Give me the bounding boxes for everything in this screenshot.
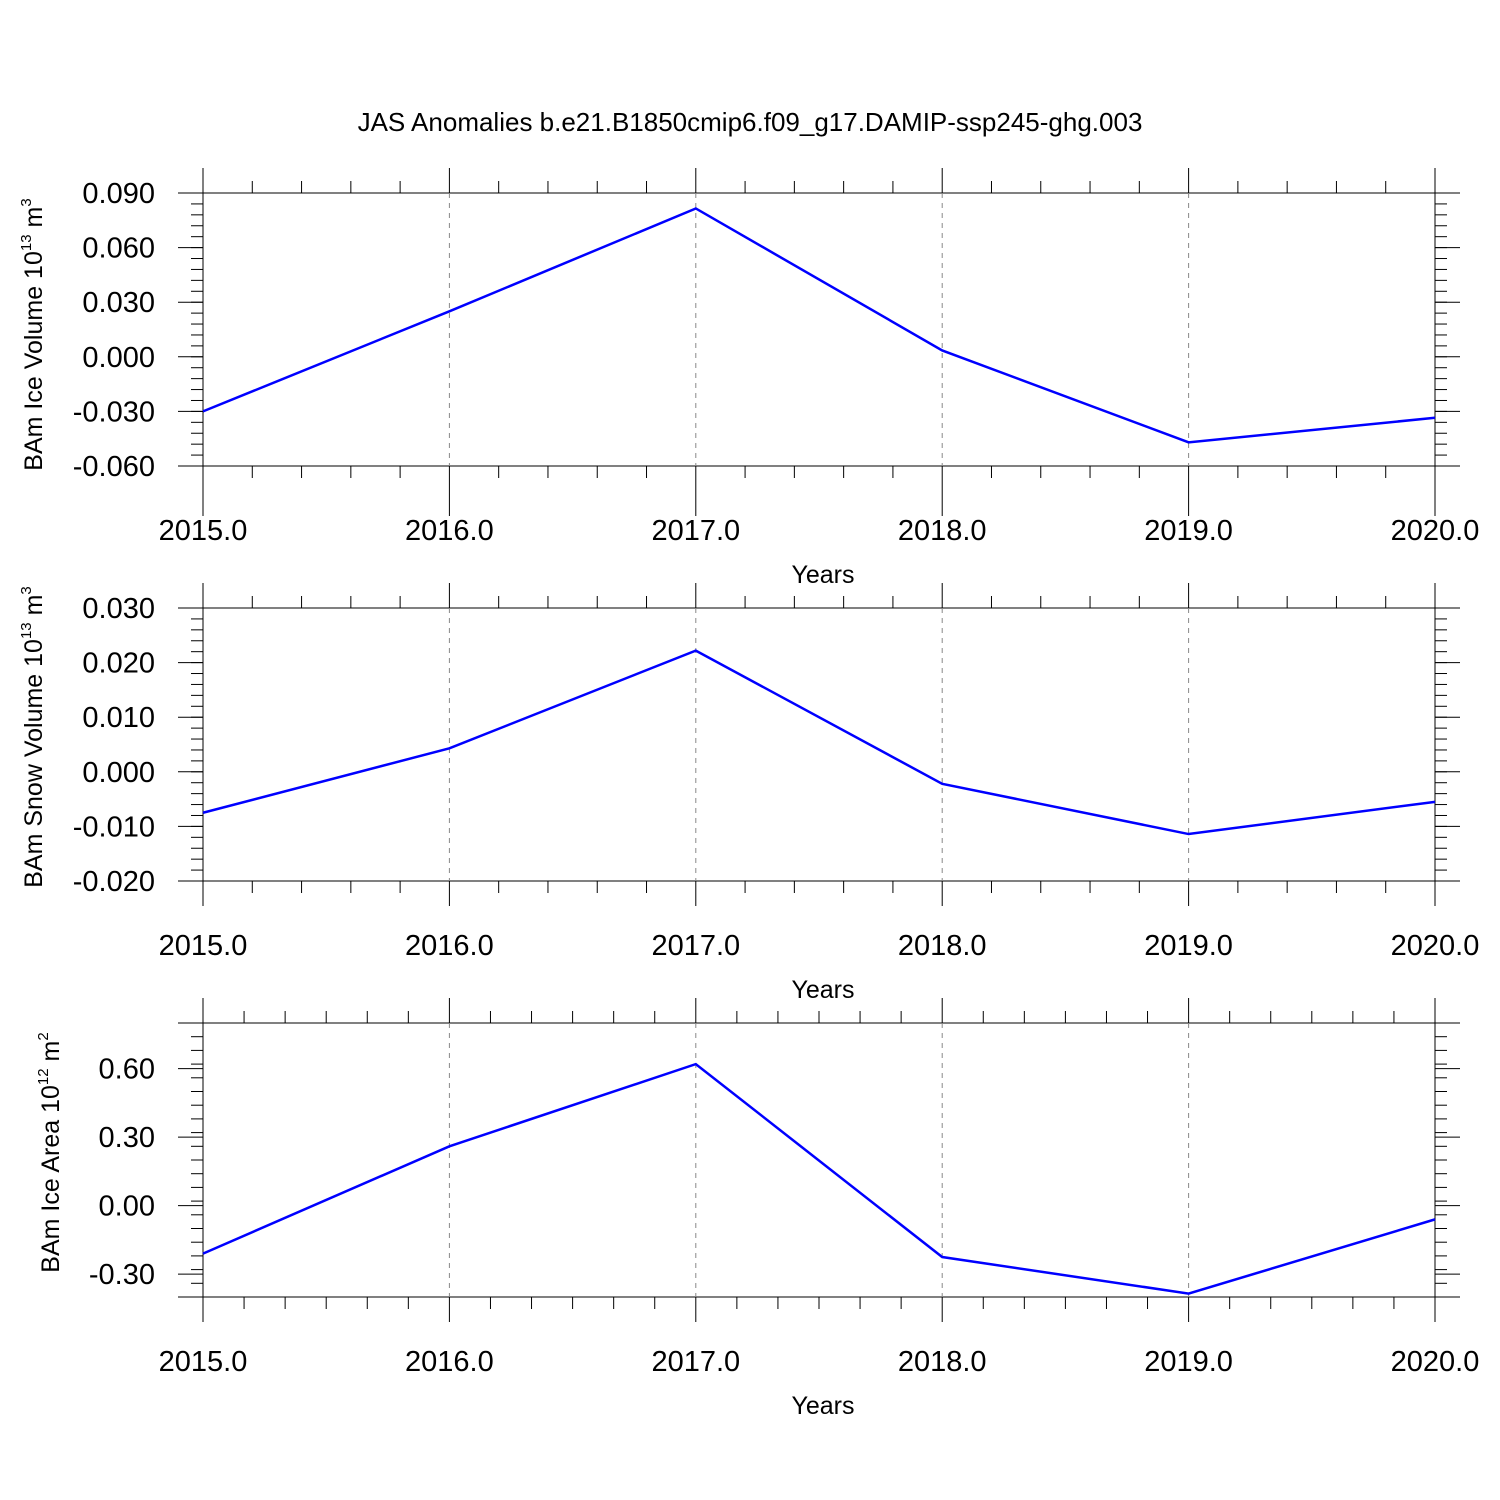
y-tick-label: 0.30 [99, 1122, 155, 1154]
y-axis-title: BAm Ice Area 1012 m2 [35, 1032, 65, 1272]
y-axis-title: BAm Ice Volume 1013 m3 [18, 198, 48, 470]
panel-3: 2015.0 2016.0 2017.0 2018.0 2019.0 2020.0 -0.3… [35, 998, 1479, 1420]
y-tick-label: -0.020 [73, 866, 155, 898]
x-tick-label: 2017.0 [651, 1346, 740, 1378]
x-tick-label: 2019.0 [1144, 1346, 1233, 1378]
x-tick-label: 2015.0 [159, 1346, 248, 1378]
x-axis-title: Years [791, 976, 854, 1004]
y-tick-label: 0.020 [82, 648, 155, 680]
x-tick-label: 2017.0 [651, 515, 740, 547]
y-tick-label: 0.000 [82, 757, 155, 789]
y-axis-title-part: 3 [18, 198, 35, 206]
x-tick-label: 2017.0 [651, 930, 740, 962]
y-axis-title-part: BAm Snow Volume 10 [20, 639, 48, 888]
panels: 2015.0 2016.0 2017.0 2018.0 2019.0 2020.0 -0.0… [18, 168, 1479, 1420]
x-tick-label: 2020.0 [1391, 930, 1480, 962]
y-tick-label: -0.30 [89, 1259, 155, 1291]
x-tick-label: 2018.0 [898, 1346, 987, 1378]
y-tick-label: 0.030 [82, 593, 155, 625]
y-tick-label: 0.030 [82, 287, 155, 319]
x-tick-label: 2015.0 [159, 930, 248, 962]
x-tick-label: 2019.0 [1144, 930, 1233, 962]
y-axis-title-part: 13 [18, 622, 35, 639]
y-axis-title-part: BAm Ice Volume 10 [20, 251, 48, 471]
y-tick-label: 0.010 [82, 702, 155, 734]
x-tick-label: 2018.0 [898, 515, 987, 547]
y-tick-label: -0.030 [73, 396, 155, 428]
y-tick-label: 0.000 [82, 342, 155, 374]
y-tick-label: 0.60 [99, 1054, 155, 1086]
x-tick-label: 2020.0 [1391, 515, 1480, 547]
y-axis-title-part: 3 [18, 586, 35, 594]
y-tick-label: -0.010 [73, 811, 155, 843]
panel-2: 2015.0 2016.0 2017.0 2018.0 2019.0 2020.0 -0.0… [18, 583, 1479, 1004]
y-axis-title-part: 2 [35, 1032, 52, 1040]
y-axis-title: BAm Snow Volume 1013 m3 [18, 586, 48, 888]
y-axis-title-part: BAm Ice Area 10 [37, 1085, 65, 1273]
figure-title: JAS Anomalies b.e21.B1850cmip6.f09_g17.D… [358, 107, 1143, 137]
series-line [202, 1062, 1436, 1295]
series-line [202, 649, 1436, 836]
x-tick-label: 2016.0 [405, 515, 494, 547]
series-line [202, 207, 1436, 444]
x-tick-label: 2019.0 [1144, 515, 1233, 547]
x-tick-label: 2016.0 [405, 1346, 494, 1378]
x-tick-label: 2020.0 [1391, 1346, 1480, 1378]
y-tick-label: 0.060 [82, 233, 155, 265]
panel-1: 2015.0 2016.0 2017.0 2018.0 2019.0 2020.0 -0.0… [18, 168, 1479, 589]
x-tick-label: 2016.0 [405, 930, 494, 962]
x-tick-label: 2015.0 [159, 515, 248, 547]
y-axis-title-part: m [37, 1041, 65, 1069]
y-axis-title-part: m [20, 207, 48, 235]
y-tick-label: 0.00 [99, 1191, 155, 1223]
y-axis-title-part: m [20, 595, 48, 623]
x-tick-label: 2018.0 [898, 930, 987, 962]
y-axis-title-part: 13 [18, 234, 35, 251]
y-axis-title-part: 12 [35, 1068, 52, 1085]
x-axis-title: Years [791, 1392, 854, 1420]
y-tick-label: 0.090 [82, 178, 155, 210]
x-axis-title: Years [791, 561, 854, 589]
y-tick-label: -0.060 [73, 451, 155, 483]
